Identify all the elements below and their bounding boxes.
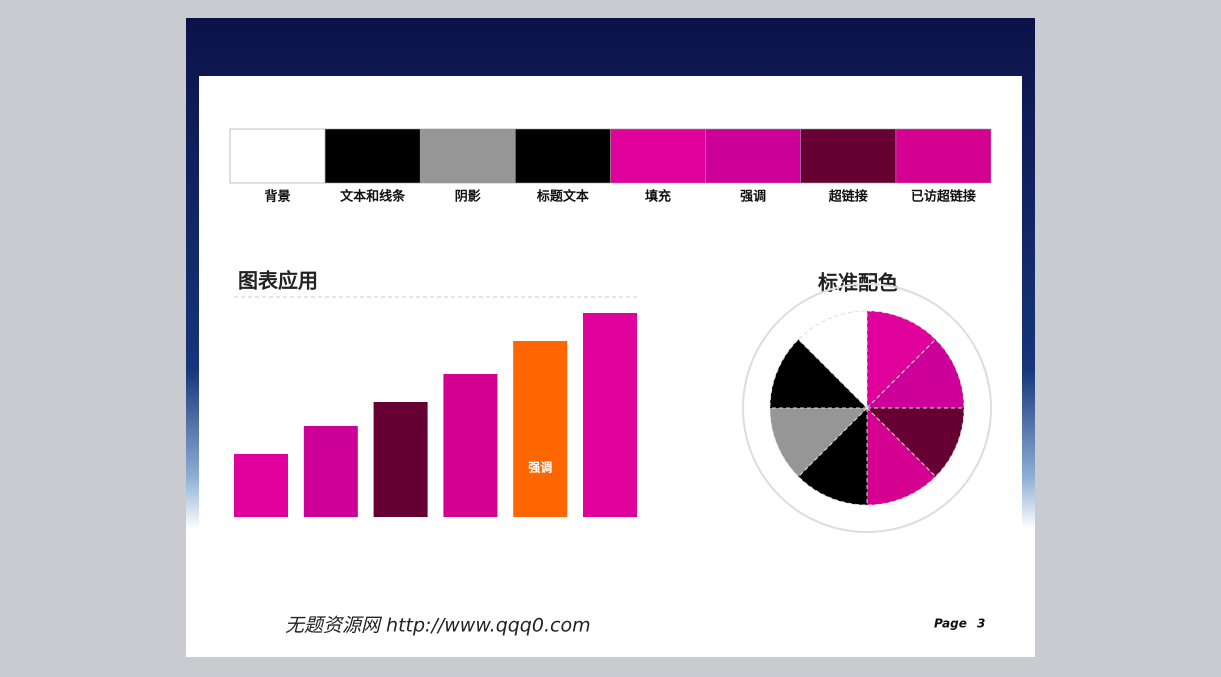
pie-slice [769,338,869,409]
bar-annotation: 强调 [528,461,552,475]
swatch [705,128,802,184]
bar [373,402,428,517]
swatch-label: 文本和线条 [340,189,406,205]
swatch [229,128,326,184]
swatch [324,128,421,184]
pie-title: 标准配色 [818,271,898,295]
swatch-label: 填充 [645,189,671,205]
page-label: Page [934,617,967,631]
bar [234,454,288,517]
swatch-label: 背景 [265,189,291,205]
pie-slice [866,406,937,506]
swatch-label: 已访超链接 [911,189,976,205]
swatch [610,128,706,184]
bar [583,313,637,517]
footer-site: 无题资源网 http://www.qqq0.com [285,615,591,637]
bar [443,374,498,517]
pie-slice [769,407,869,478]
swatch-label: 标题文本 [536,189,589,205]
bar [303,426,358,517]
pie-slice [797,406,868,506]
pie-slice [797,310,868,410]
bar-title: 图表应用 [238,269,318,293]
swatch-label: 超链接 [829,189,868,205]
pie-slice [866,310,937,410]
swatch [800,128,897,184]
swatch [515,128,611,184]
swatch-label: 强调 [740,190,766,205]
swatch-label: 阴影 [455,189,481,205]
swatch [895,128,992,184]
pie-slice [865,407,965,478]
bar [513,341,568,517]
pie-ring [742,283,992,533]
pie-slice [865,338,965,409]
swatch [419,128,516,184]
page-number: 3 [977,617,985,631]
